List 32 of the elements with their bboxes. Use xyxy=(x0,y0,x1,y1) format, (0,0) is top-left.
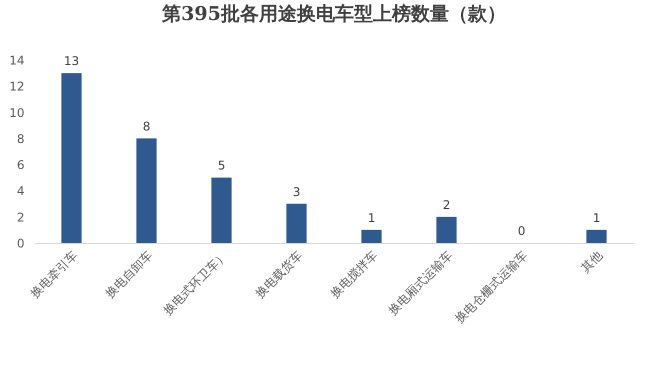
x-tick-label: 换电牵引车 xyxy=(28,248,80,300)
data-label: 5 xyxy=(218,158,226,173)
y-tick-label: 0 xyxy=(16,236,24,250)
data-label: 8 xyxy=(142,119,150,134)
bar xyxy=(586,230,607,243)
bar xyxy=(136,138,157,243)
y-tick-label: 6 xyxy=(16,158,24,172)
data-label: 3 xyxy=(292,184,300,199)
x-tick-label: 换电厢式运输车 xyxy=(386,248,455,318)
data-label: 1 xyxy=(368,210,376,225)
bar xyxy=(286,204,307,243)
data-label: 1 xyxy=(592,210,600,225)
bar xyxy=(436,216,457,243)
data-label: 13 xyxy=(64,54,80,68)
data-label: 0 xyxy=(518,224,526,238)
x-tick-label: 其他 xyxy=(578,248,605,275)
y-tick-label: 12 xyxy=(9,80,24,94)
x-tick-label: 换电式环卫车） xyxy=(160,248,230,318)
bar xyxy=(361,230,382,243)
bar xyxy=(61,73,82,243)
bar xyxy=(211,178,232,243)
x-tick-label: 换电搅拌车 xyxy=(328,248,380,300)
y-tick-label: 10 xyxy=(9,106,24,120)
y-tick-label: 2 xyxy=(16,210,24,224)
x-tick-label: 换电自卸车 xyxy=(102,248,155,300)
chart-title: 第395批各用途换电车型上榜数量（款） xyxy=(161,3,506,25)
y-tick-label: 8 xyxy=(16,132,24,146)
y-tick-label: 14 xyxy=(9,54,24,68)
data-label: 2 xyxy=(442,198,450,212)
x-tick-label: 换电仓栅式运输车 xyxy=(452,248,530,326)
y-tick-label: 4 xyxy=(16,184,24,198)
x-tick-label: 换电载货车 xyxy=(252,248,305,300)
